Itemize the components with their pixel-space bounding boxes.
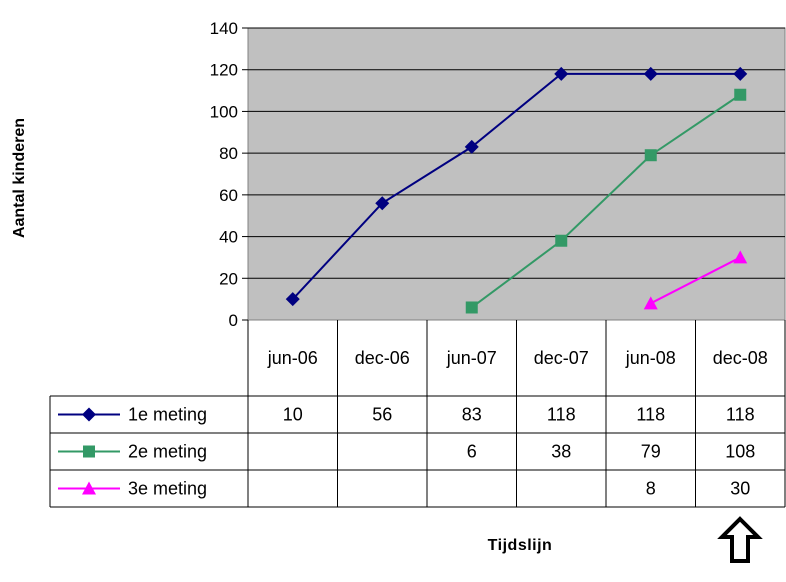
table-cell-value: 83: [462, 405, 482, 425]
y-tick-label: 0: [229, 311, 238, 330]
x-category-label: jun-06: [267, 348, 318, 368]
up-arrow-icon: [717, 516, 763, 563]
data-point: [643, 296, 658, 310]
data-point: [554, 66, 569, 81]
series-line: [292, 72, 741, 300]
legend-label: 3e meting: [128, 479, 207, 499]
data-point: [555, 234, 568, 247]
plot-area: [247, 27, 786, 321]
table-cell-value: 79: [641, 442, 661, 462]
x-category-label: jun-08: [625, 348, 676, 368]
data-point: [733, 66, 748, 81]
y-tick-label: 20: [219, 269, 238, 288]
data-point: [465, 301, 478, 314]
y-axis-label: Aantal kinderen: [11, 118, 28, 238]
y-tick-label: 100: [210, 102, 238, 121]
table-cell-value: 6: [467, 442, 477, 462]
table-cell-value: 8: [646, 479, 656, 499]
table-cell-value: 56: [372, 405, 392, 425]
legend-label: 2e meting: [128, 442, 207, 462]
table-cell-value: 30: [730, 479, 750, 499]
data-point: [285, 292, 300, 307]
table-cell-value: 10: [283, 405, 303, 425]
y-tick-label: 40: [219, 228, 238, 247]
series-line: [471, 93, 741, 309]
table-cell-value: 108: [725, 442, 755, 462]
data-point: [643, 66, 658, 81]
legend-key-marker: [82, 407, 96, 422]
x-category-label: dec-08: [713, 348, 768, 368]
x-category-label: dec-07: [534, 348, 589, 368]
series-line: [650, 256, 741, 305]
data-point: [375, 196, 390, 211]
x-category-label: jun-07: [446, 348, 497, 368]
x-category-label: dec-06: [355, 348, 410, 368]
table-cell-value: 118: [726, 405, 755, 425]
x-axis-label: Tijdslijn: [488, 537, 553, 554]
data-point: [464, 139, 479, 154]
legend-label: 1e meting: [128, 405, 207, 425]
legend-key-marker: [82, 481, 96, 495]
y-tick-label: 140: [210, 19, 238, 38]
data-point: [734, 88, 747, 101]
series-layer: [285, 66, 748, 314]
table-cell-value: 38: [551, 442, 571, 462]
y-tick-label: 60: [219, 186, 238, 205]
table-cell-value: 118: [547, 405, 576, 425]
data-point: [733, 250, 748, 264]
y-tick-label: 80: [219, 144, 238, 163]
data-point: [644, 149, 657, 162]
y-axis-ticks: 0 20 40 60 80 100 120 140: [210, 19, 248, 330]
data-table: jun-06 dec-06 jun-07 dec-07 jun-08 dec-08 1e m…: [49, 320, 786, 508]
table-cell-value: 118: [636, 405, 665, 425]
y-tick-label: 120: [210, 61, 238, 80]
legend-key-marker: [83, 445, 95, 458]
